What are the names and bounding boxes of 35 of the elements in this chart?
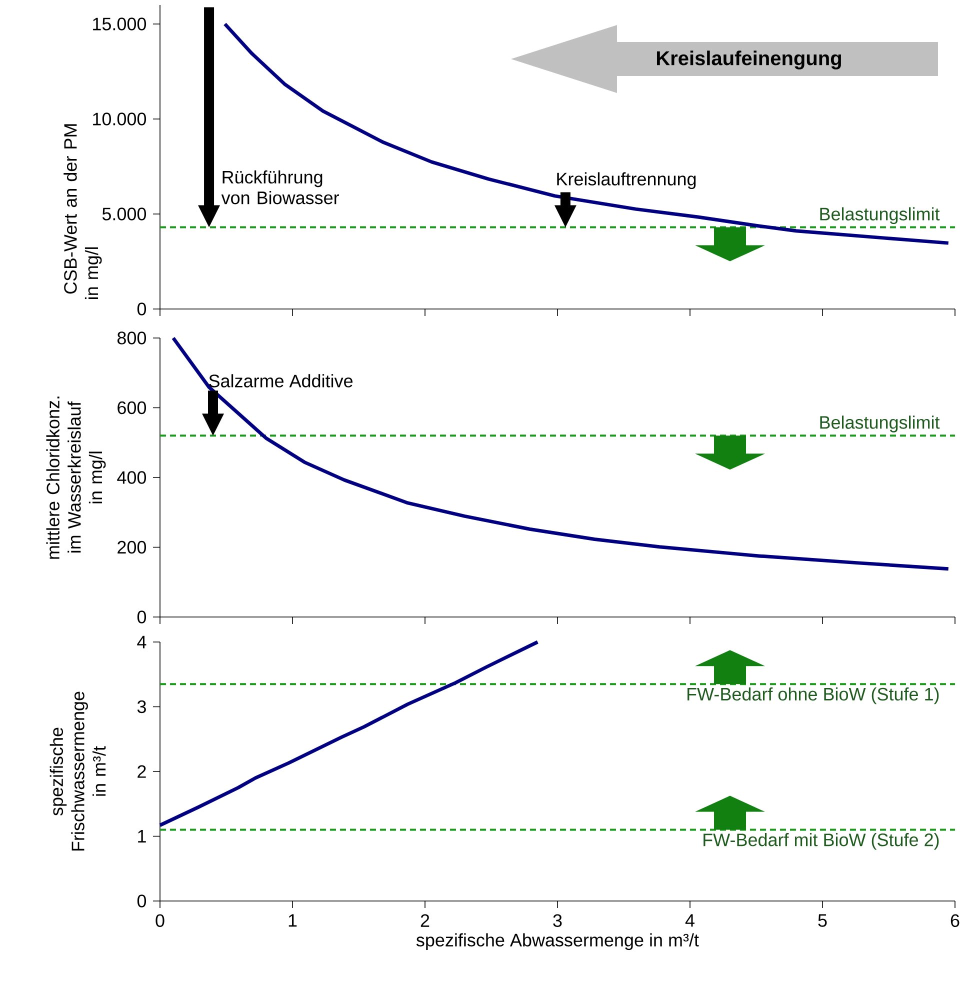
y-tick-label: 2 (138, 765, 146, 778)
y-tick-label: 400 (117, 471, 146, 484)
x-tick-label: 1 (288, 914, 297, 927)
x-axis-title: spezifische Abwassermenge in m³/t (416, 933, 699, 950)
x-tick-label: 4 (685, 914, 694, 927)
x-tick-label: 2 (420, 914, 430, 927)
x-tick-label: 0 (156, 914, 164, 927)
ref-line-label: Belastungslimit (820, 207, 940, 224)
y-axis-title: spezifische Frischwassermenge in m³/t (50, 692, 106, 851)
y-tick-label: 0 (137, 894, 146, 908)
x-tick-label: 5 (818, 914, 827, 927)
line-series (158, 640, 540, 827)
annotation: Kreislaufeinengung (656, 50, 842, 70)
annotation: Rückführung von Biowasser (221, 170, 340, 204)
y-axis-title: mittlere Chloridkonz. im Wasserkreislauf in mg/l (46, 396, 106, 559)
ref-line-label: FW-Bedarf ohne BioW (Stufe 1) (688, 687, 939, 704)
y-tick-label: 600 (118, 401, 146, 414)
annotation: Salzarme Additive (209, 374, 353, 388)
y-tick-label: 200 (118, 540, 146, 554)
y-tick-label: 5.000 (102, 208, 146, 220)
line-series (223, 22, 950, 245)
y-tick-label: 3 (137, 700, 146, 714)
ref-line-label: Belastungslimit (820, 416, 940, 432)
y-tick-label: 800 (117, 332, 146, 344)
y-tick-label: 0 (137, 302, 146, 316)
annotation: Kreislauftrennung (557, 172, 696, 190)
x-tick-label: 6 (950, 914, 960, 927)
x-tick-label: 3 (553, 914, 562, 927)
ref-line-label: FW-Bedarf mit BioW (Stufe 2) (704, 833, 939, 850)
y-tick-label: 15.000 (93, 18, 146, 30)
y-tick-label: 4 (137, 636, 146, 648)
y-tick-label: 10.000 (93, 112, 146, 126)
y-tick-label: 0 (137, 610, 146, 624)
y-tick-label: 1 (138, 830, 146, 842)
line-series (172, 336, 950, 571)
